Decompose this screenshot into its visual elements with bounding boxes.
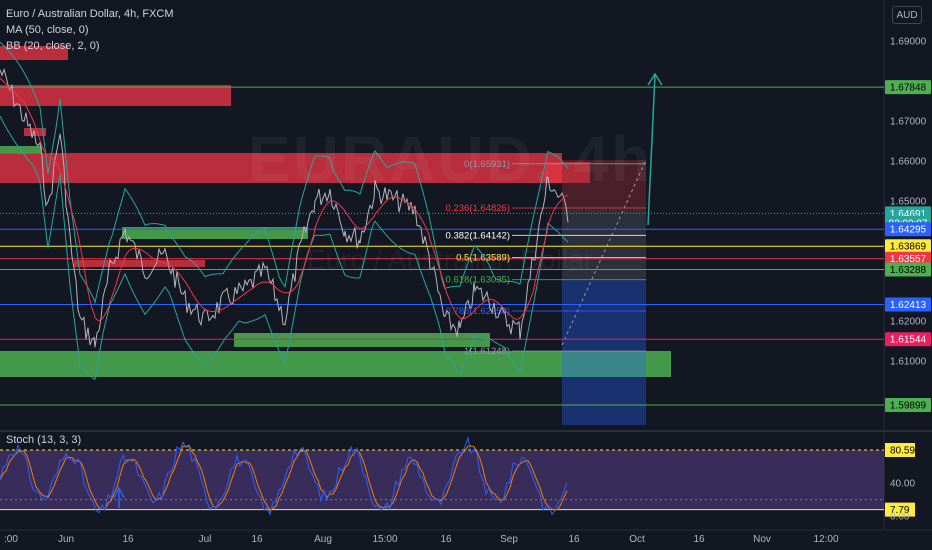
price-axis-tick-4: 1.62000 [890,317,927,328]
currency-button[interactable]: AUD [892,6,922,24]
price-label-bg-9 [885,398,931,413]
symbol-watermark-description: Euro / Australian Dollar [306,244,594,275]
price-label-7: 1.62413 [890,300,927,311]
time-axis-label-8: Sep [500,534,518,545]
price-axis-tick-1: 1.67000 [890,117,927,128]
position-target-area[interactable] [562,280,646,425]
bb-upper-band[interactable] [0,41,569,305]
price-label-6: 1.63288 [890,265,927,276]
supply-zone-1[interactable] [0,46,68,60]
price-series-line[interactable] [0,67,569,348]
supply-zone-4[interactable] [74,260,205,267]
stoch-axis-label-0: 80.59 [890,446,915,457]
price-label-5: 1.63557 [890,254,927,265]
symbol-title[interactable]: Euro / Australian Dollar, 4h, FXCM [6,8,174,20]
position-projection-line [561,159,647,346]
stoch-axis-label-1: 40.00 [890,479,915,490]
price-label-bg-3 [885,222,931,237]
ma-indicator-label[interactable]: MA (50, close, 0) [6,24,89,36]
price-label-bg-6 [885,262,931,277]
time-axis-label-1: Jun [58,534,74,545]
time-axis-label-2: 16 [122,534,134,545]
price-label-bg-7 [885,297,931,312]
time-axis-label-7: 16 [440,534,452,545]
price-label-bg-0 [885,80,931,95]
time-axis-label-4: 16 [251,534,263,545]
price-label-4: 1.63869 [890,242,927,253]
bb-indicator-label[interactable]: BB (20, close, 2, 0) [6,40,100,52]
stoch-indicator-label[interactable]: Stoch (13, 3, 3) [6,434,82,446]
price-axis-tick-5: 1.61000 [890,357,927,368]
supply-zone-small[interactable] [545,162,590,183]
time-axis-label-6: 15:00 [372,534,397,545]
projection-arrow-head [647,72,663,86]
stoch-axis-label-bg-2 [885,502,915,517]
price-label-9: 1.59899 [890,401,927,412]
fib-level-label-1: 0.236(1.64826) [446,203,510,214]
price-label-0: 1.67848 [890,83,927,94]
price-label-8: 1.61544 [890,335,927,346]
price-label-3: 1.64295 [890,225,927,236]
bb-lower-band[interactable] [0,115,569,380]
stoch-d-line[interactable] [0,444,568,512]
time-axis-label-10: Oct [629,534,645,545]
chart-legend: Euro / Australian Dollar, 4h, FXCM MA (5… [6,6,174,54]
price-axis-tick-2: 1.66000 [890,157,927,168]
fib-level-label-3: 0.5(1.63589) [456,252,510,263]
price-label-bg-8 [885,332,931,347]
supply-zone-3[interactable] [24,128,46,136]
time-axis-label-9: 16 [568,534,580,545]
symbol-watermark: EURAUD, 4h [247,123,653,195]
time-axis-label-13: 12:00 [813,534,838,545]
fib-level-label-2: 0.382(1.64142) [446,230,510,241]
fib-level-label-5: 0.786(1.62250) [446,306,510,317]
time-axis-label-0: :00 [4,534,18,545]
time-axis-label-5: Aug [314,534,332,545]
fib-level-label-6: 1(1.61248) [464,346,510,357]
supply-zone-2[interactable] [0,85,231,106]
stoch-k-line[interactable] [0,436,568,516]
price-label-bg-4 [885,239,931,254]
price-axis-tick-3: 1.65000 [890,197,927,208]
price-label-bg-5 [885,251,931,266]
price-axis-tick-0: 1.69000 [890,37,927,48]
time-axis-label-12: Nov [753,534,771,545]
ma-line[interactable] [0,77,569,322]
fib-level-label-4: 0.618(1.63035) [446,275,510,286]
position-stop-area[interactable] [562,160,646,210]
demand-zone-main[interactable] [0,351,671,377]
position-entry-area[interactable] [562,210,646,280]
time-axis-label-3: Jul [199,534,212,545]
projection-arrow-line[interactable] [647,74,656,226]
stoch-axis-label-3: 0.00 [890,512,910,523]
stoch-axis-label-2: 7.79 [890,505,910,516]
fib-level-label-0: 0(1.65931) [464,159,510,170]
stoch-axis-label-bg-0 [885,443,915,457]
supply-zone-main[interactable] [0,153,562,183]
demand-zone-3[interactable] [234,333,490,347]
time-axis-label-11: 16 [693,534,705,545]
price-label-1: 1.64691 [890,209,927,220]
